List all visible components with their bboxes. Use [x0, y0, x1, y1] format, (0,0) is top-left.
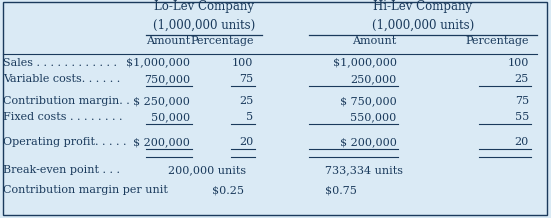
Text: Percentage: Percentage: [190, 36, 253, 46]
Text: $1,000,000: $1,000,000: [333, 58, 397, 68]
Text: Percentage: Percentage: [466, 36, 529, 46]
Text: Operating profit. . . . .: Operating profit. . . . .: [3, 137, 126, 147]
Text: (1,000,000 units): (1,000,000 units): [372, 19, 474, 32]
Text: 20: 20: [239, 137, 253, 147]
Text: 5: 5: [246, 112, 253, 122]
Text: Break-even point . . .: Break-even point . . .: [3, 165, 120, 175]
Text: 55: 55: [515, 112, 529, 122]
Text: Amount: Amount: [353, 36, 397, 46]
Text: Hi-Lev Company: Hi-Lev Company: [374, 0, 472, 13]
Text: $ 200,000: $ 200,000: [340, 137, 397, 147]
Text: Variable costs. . . . . .: Variable costs. . . . . .: [3, 74, 120, 84]
Text: 50,000: 50,000: [151, 112, 190, 122]
Text: 100: 100: [507, 58, 529, 68]
Text: 100: 100: [232, 58, 253, 68]
Text: $ 200,000: $ 200,000: [133, 137, 190, 147]
Text: $ 250,000: $ 250,000: [133, 96, 190, 106]
Text: 75: 75: [515, 96, 529, 106]
Text: (1,000,000 units): (1,000,000 units): [153, 19, 255, 32]
Text: 75: 75: [239, 74, 253, 84]
Text: Contribution margin per unit: Contribution margin per unit: [3, 185, 168, 195]
Text: 20: 20: [515, 137, 529, 147]
Text: $0.25: $0.25: [212, 185, 244, 195]
Text: 25: 25: [515, 74, 529, 84]
Text: Sales . . . . . . . . . . . .: Sales . . . . . . . . . . . .: [3, 58, 117, 68]
Text: 25: 25: [239, 96, 253, 106]
Text: 200,000 units: 200,000 units: [168, 165, 246, 175]
Text: Amount: Amount: [146, 36, 190, 46]
Text: 750,000: 750,000: [144, 74, 190, 84]
Text: 250,000: 250,000: [350, 74, 397, 84]
Text: $0.75: $0.75: [325, 185, 357, 195]
Text: Lo-Lev Company: Lo-Lev Company: [154, 0, 254, 13]
Text: 550,000: 550,000: [350, 112, 397, 122]
Text: $ 750,000: $ 750,000: [340, 96, 397, 106]
Text: 733,334 units: 733,334 units: [325, 165, 403, 175]
Text: Contribution margin. .: Contribution margin. .: [3, 96, 129, 106]
Text: $1,000,000: $1,000,000: [126, 58, 190, 68]
Text: Fixed costs . . . . . . . .: Fixed costs . . . . . . . .: [3, 112, 122, 122]
